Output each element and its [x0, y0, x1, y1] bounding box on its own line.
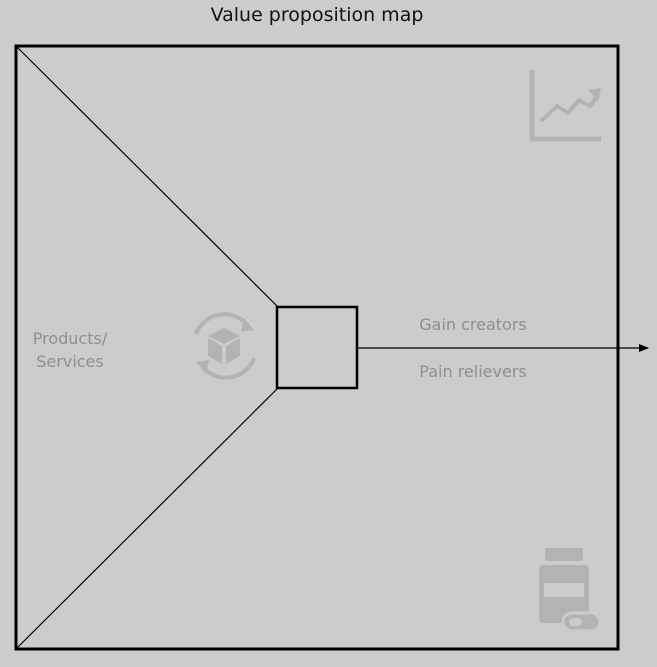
diagonal-top	[15, 45, 279, 308]
products-label-line-2: Services	[36, 352, 104, 371]
product-box-cycle-icon	[194, 312, 256, 380]
diagram-title: Value proposition map	[210, 4, 424, 26]
pain-relievers-label: Pain relievers	[419, 362, 527, 381]
diagonal-bottom	[15, 387, 279, 650]
products-label-line-1: Products/	[32, 329, 108, 348]
products-services-label: Products/ Services	[18, 327, 122, 373]
center-square	[275, 305, 359, 390]
growth-chart-icon	[529, 70, 601, 142]
gain-creators-label: Gain creators	[419, 315, 527, 334]
medicine-bottle-icon	[539, 548, 602, 633]
